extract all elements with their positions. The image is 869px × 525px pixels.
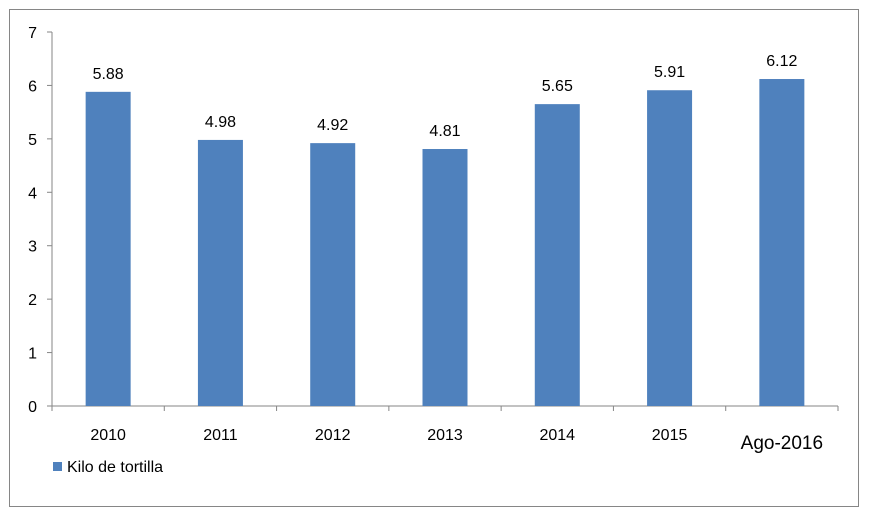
y-tick-label: 0 xyxy=(28,399,37,416)
data-label: 5.65 xyxy=(542,78,573,95)
y-tick-label: 4 xyxy=(28,185,37,202)
legend-label: Kilo de tortilla xyxy=(67,459,163,476)
legend-swatch xyxy=(53,462,62,471)
bar xyxy=(534,104,580,406)
bar xyxy=(310,143,356,407)
x-tick-label: 2015 xyxy=(652,427,688,444)
y-axis: 0 1 2 3 4 5 6 7 xyxy=(28,25,53,416)
bar xyxy=(85,91,131,406)
y-tick-label: 7 xyxy=(28,25,37,42)
data-label: 6.12 xyxy=(766,53,797,70)
bar xyxy=(647,90,693,406)
y-tick-label: 6 xyxy=(28,78,37,95)
data-label: 5.91 xyxy=(654,64,685,81)
y-tick-label: 2 xyxy=(28,292,37,309)
x-tick-label: Ago-2016 xyxy=(741,433,823,454)
x-tick-label: 2013 xyxy=(427,427,463,444)
x-tick-label: 2012 xyxy=(315,427,351,444)
data-label: 4.81 xyxy=(429,123,460,140)
bar xyxy=(422,149,468,406)
y-tick-label: 3 xyxy=(28,239,37,256)
y-tick-label: 1 xyxy=(28,346,37,363)
data-label: 4.98 xyxy=(205,114,236,131)
data-label: 5.88 xyxy=(93,66,124,83)
bar xyxy=(197,139,243,406)
legend: Kilo de tortilla xyxy=(53,459,163,476)
x-tick-label: 2014 xyxy=(539,427,575,444)
data-labels: 5.88 4.98 4.92 4.81 5.65 5.91 6.12 xyxy=(93,53,798,140)
bar xyxy=(759,79,805,406)
y-tick-label: 5 xyxy=(28,132,37,149)
data-label: 4.92 xyxy=(317,117,348,134)
x-tick-label: 2011 xyxy=(203,427,238,444)
bars xyxy=(85,79,805,407)
x-tick-label: 2010 xyxy=(90,427,126,444)
